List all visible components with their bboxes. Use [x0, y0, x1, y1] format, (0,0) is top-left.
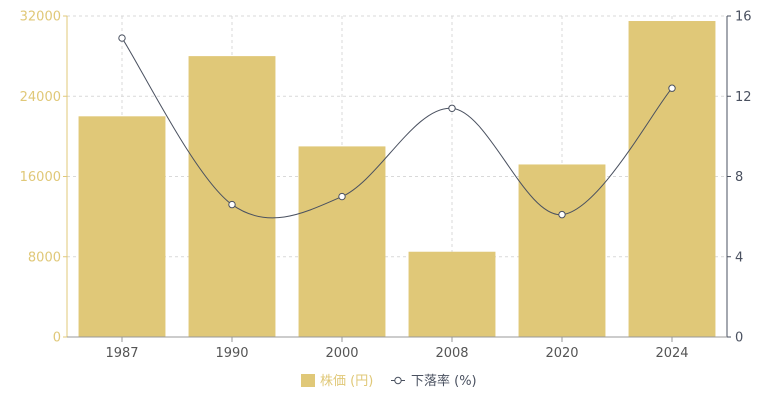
- x-tick-label: 1987: [105, 346, 138, 361]
- y-left-tick-label: 16000: [20, 170, 61, 185]
- line-point-1990: [228, 200, 236, 209]
- axis-layer: 0 0 8000 4 16000 8 24000 12 32000 16 1987 1990 2000 2…: [20, 10, 752, 362]
- y-left-tick-label: 32000: [20, 10, 61, 25]
- x-tick-label: 2024: [655, 346, 688, 361]
- line-layer: [118, 34, 676, 219]
- bar-2020: [518, 164, 606, 337]
- bar-2024: [628, 21, 716, 337]
- bar-layer: [78, 21, 716, 337]
- y-right-tick-label: 8: [735, 170, 743, 185]
- bar-1990: [188, 56, 276, 337]
- bar-2000: [298, 146, 386, 337]
- y-left-tick-label: 24000: [20, 90, 61, 105]
- bar-1987: [78, 116, 166, 337]
- legend-line-label: 下落率 (%): [411, 373, 477, 389]
- line-point-2024: [668, 84, 676, 92]
- grid-layer: [67, 15, 727, 337]
- y-right-tick-label: 16: [735, 10, 752, 25]
- bar-2008: [408, 251, 496, 337]
- y-right-tick-label: 12: [735, 90, 752, 105]
- x-tick-label: 2008: [435, 346, 468, 361]
- line-point-2000: [338, 192, 346, 201]
- line-point-1987: [118, 34, 126, 42]
- legend-bar-swatch: [301, 374, 315, 387]
- legend-line-marker: [394, 376, 402, 385]
- line-point-2008: [448, 104, 456, 112]
- y-left-tick-label: 8000: [28, 250, 61, 265]
- legend-bar-label: 株価 (円): [320, 374, 373, 389]
- y-right-tick-label: 0: [735, 331, 743, 346]
- x-tick-label: 1990: [215, 346, 248, 361]
- x-tick-label: 2020: [545, 346, 578, 361]
- line-series-path: [121, 37, 673, 219]
- y-left-tick-label: 0: [53, 331, 61, 346]
- line-point-2020: [558, 210, 566, 219]
- x-tick-label: 2000: [325, 346, 358, 361]
- y-right-tick-label: 4: [735, 250, 743, 265]
- legend: 株価 (円) 下落率 (%): [301, 373, 477, 389]
